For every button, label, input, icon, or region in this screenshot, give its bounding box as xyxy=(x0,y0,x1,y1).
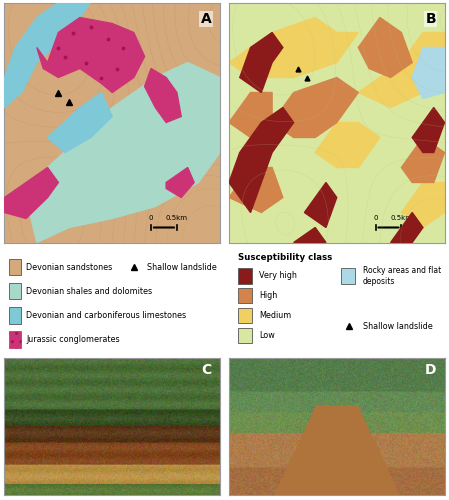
Text: Very high: Very high xyxy=(259,272,297,280)
Text: A: A xyxy=(201,12,211,26)
FancyBboxPatch shape xyxy=(9,259,21,275)
Polygon shape xyxy=(294,228,326,242)
FancyBboxPatch shape xyxy=(9,283,21,300)
Text: Devonian shales and dolomites: Devonian shales and dolomites xyxy=(26,286,152,296)
Polygon shape xyxy=(401,138,445,182)
Polygon shape xyxy=(304,182,337,228)
Text: Devonian sandstones: Devonian sandstones xyxy=(26,262,112,272)
Polygon shape xyxy=(229,92,272,138)
Text: High: High xyxy=(259,291,277,300)
Text: Medium: Medium xyxy=(259,311,291,320)
Polygon shape xyxy=(37,18,145,92)
Text: 0: 0 xyxy=(373,216,378,222)
Polygon shape xyxy=(229,108,294,212)
Polygon shape xyxy=(145,68,181,122)
FancyBboxPatch shape xyxy=(238,288,251,304)
FancyBboxPatch shape xyxy=(238,328,251,343)
Polygon shape xyxy=(240,32,283,92)
FancyBboxPatch shape xyxy=(238,308,251,323)
Polygon shape xyxy=(229,168,283,212)
Text: D: D xyxy=(424,363,436,377)
Polygon shape xyxy=(401,182,445,228)
Polygon shape xyxy=(229,18,358,78)
FancyBboxPatch shape xyxy=(238,268,251,283)
Polygon shape xyxy=(48,92,112,152)
Polygon shape xyxy=(272,78,358,138)
Text: B: B xyxy=(425,12,436,26)
Text: Shallow landslide: Shallow landslide xyxy=(363,322,432,331)
Text: Shallow landslide: Shallow landslide xyxy=(147,262,216,272)
Polygon shape xyxy=(358,18,412,78)
Text: Susceptibility class: Susceptibility class xyxy=(238,252,332,262)
Text: Low: Low xyxy=(259,330,275,340)
Polygon shape xyxy=(358,32,445,108)
Text: Jurassic conglomerates: Jurassic conglomerates xyxy=(26,335,120,344)
Polygon shape xyxy=(412,48,445,98)
Polygon shape xyxy=(412,108,445,152)
Text: C: C xyxy=(201,363,211,377)
Polygon shape xyxy=(315,122,380,168)
Text: 0.5km: 0.5km xyxy=(166,216,188,222)
Polygon shape xyxy=(4,2,91,108)
Polygon shape xyxy=(4,168,58,218)
Text: 0.5km: 0.5km xyxy=(391,216,412,222)
Polygon shape xyxy=(166,168,194,198)
Text: 0: 0 xyxy=(149,216,153,222)
FancyBboxPatch shape xyxy=(341,268,355,283)
Text: Rocky areas and flat
deposits: Rocky areas and flat deposits xyxy=(363,266,441,285)
Text: Devonian and carboniferous limestones: Devonian and carboniferous limestones xyxy=(26,311,186,320)
FancyBboxPatch shape xyxy=(9,307,21,324)
Polygon shape xyxy=(391,212,423,242)
FancyBboxPatch shape xyxy=(9,332,21,348)
Polygon shape xyxy=(26,62,220,242)
